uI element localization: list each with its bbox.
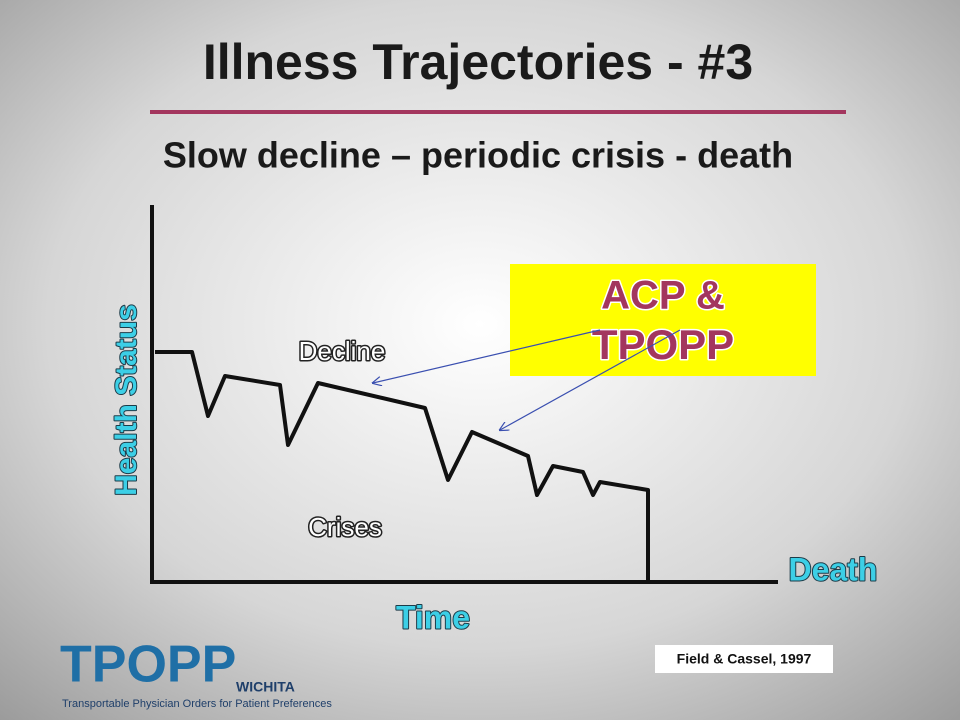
title: Illness Trajectories - #3 [203,34,753,90]
trajectory [155,350,650,582]
decline-label: Decline [299,336,386,366]
callout-line2: TPOPP [592,321,734,368]
logo-city: WICHITA [236,679,295,695]
diagram: Health Status Time Death Decline Crises … [109,205,878,636]
arrow [373,329,601,383]
logo: TPOPP WICHITA Transportable Physician Or… [60,636,332,710]
logo-tagline: Transportable Physician Orders for Patie… [62,698,332,710]
x-axis-label: Time [396,599,470,635]
citation-box [655,645,833,673]
crises-label: Crises [308,512,382,542]
arrow [500,329,681,430]
subtitle: Slow decline – periodic crisis - death [163,135,793,176]
y-axis-label: Health Status [110,304,143,496]
citation: Field & Cassel, 1997 [677,651,812,667]
callout-line1: ACP & [601,274,725,318]
logo-name: TPOPP [60,636,236,694]
death-label: Death [789,551,878,587]
callout-box [510,264,816,376]
